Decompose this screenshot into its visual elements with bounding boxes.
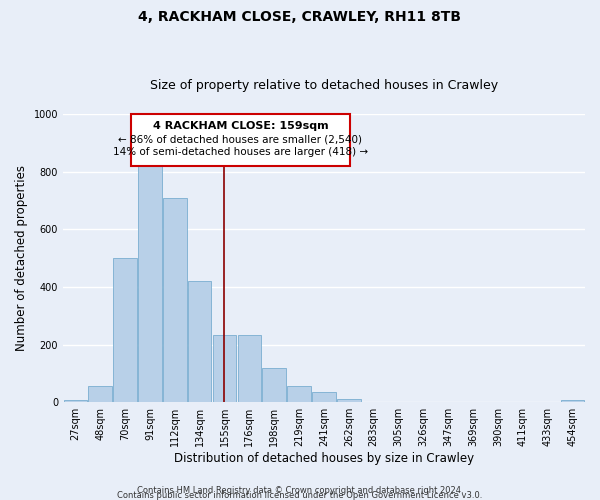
Bar xyxy=(64,400,87,402)
Bar xyxy=(163,198,187,402)
Text: 14% of semi-detached houses are larger (418) →: 14% of semi-detached houses are larger (… xyxy=(113,147,368,157)
Text: 4, RACKHAM CLOSE, CRAWLEY, RH11 8TB: 4, RACKHAM CLOSE, CRAWLEY, RH11 8TB xyxy=(139,10,461,24)
FancyBboxPatch shape xyxy=(131,114,350,166)
Text: Contains public sector information licensed under the Open Government Licence v3: Contains public sector information licen… xyxy=(118,491,482,500)
Bar xyxy=(188,281,211,402)
Bar xyxy=(287,386,311,402)
Y-axis label: Number of detached properties: Number of detached properties xyxy=(15,165,28,351)
Bar xyxy=(262,368,286,402)
Text: Contains HM Land Registry data © Crown copyright and database right 2024.: Contains HM Land Registry data © Crown c… xyxy=(137,486,463,495)
Bar xyxy=(213,336,236,402)
Bar xyxy=(561,400,584,402)
Bar xyxy=(238,336,261,402)
Bar xyxy=(312,392,336,402)
Bar xyxy=(113,258,137,402)
Text: 4 RACKHAM CLOSE: 159sqm: 4 RACKHAM CLOSE: 159sqm xyxy=(152,121,328,131)
Text: ← 86% of detached houses are smaller (2,540): ← 86% of detached houses are smaller (2,… xyxy=(118,135,362,145)
X-axis label: Distribution of detached houses by size in Crawley: Distribution of detached houses by size … xyxy=(174,452,474,465)
Bar xyxy=(138,166,162,402)
Bar xyxy=(337,398,361,402)
Title: Size of property relative to detached houses in Crawley: Size of property relative to detached ho… xyxy=(150,79,498,92)
Bar xyxy=(88,386,112,402)
